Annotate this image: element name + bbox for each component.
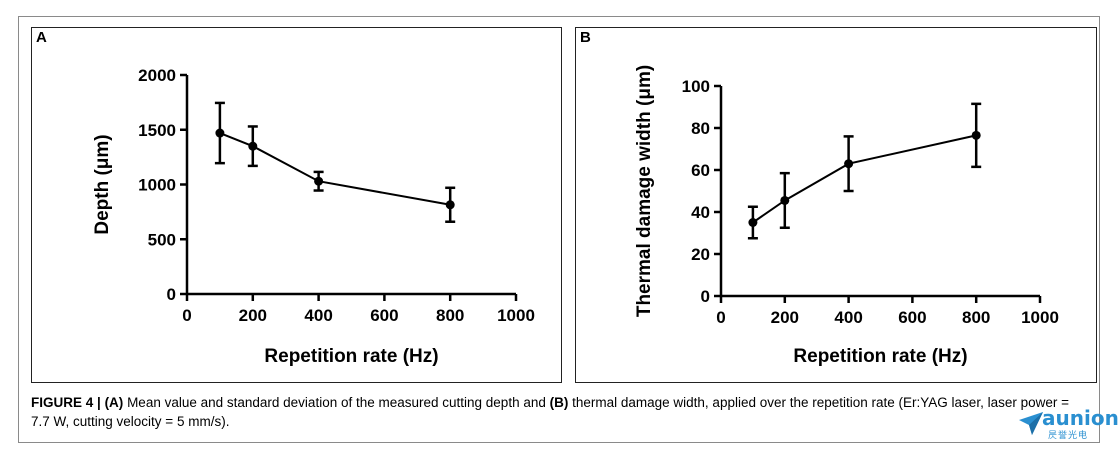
x-tick-label: 400	[304, 306, 332, 325]
y-tick-label: 1000	[138, 176, 176, 195]
data-point	[748, 218, 758, 227]
watermark-subtext: 昃誉光电	[1048, 430, 1089, 440]
x-tick-label: 800	[962, 308, 990, 327]
caption-label: FIGURE 4 |	[31, 395, 101, 410]
series-line	[219, 132, 451, 206]
data-point	[445, 200, 455, 210]
series-line	[752, 134, 977, 224]
x-tick-label: 0	[716, 308, 725, 327]
y-tick-label: 0	[167, 285, 176, 304]
watermark-logo: aunion 昃誉光电	[1018, 406, 1119, 440]
data-point	[971, 130, 981, 140]
data-point	[780, 195, 790, 205]
x-tick-label: 800	[436, 306, 464, 325]
data-point	[314, 176, 324, 186]
x-tick-label: 200	[771, 308, 799, 327]
caption-text-2: thermal damage width, applied over the r…	[31, 395, 1069, 429]
caption-b-ref: (B)	[549, 395, 569, 410]
data-point	[248, 141, 258, 151]
y-tick-label: 100	[682, 77, 710, 96]
y-tick-label: 60	[691, 161, 710, 180]
data-point	[215, 128, 225, 138]
x-tick-label: 0	[182, 306, 191, 325]
data-point	[844, 159, 854, 169]
caption-text-1: Mean value and standard deviation of the…	[123, 395, 550, 410]
figure-caption: FIGURE 4 | (A) Mean value and standard d…	[31, 393, 1091, 431]
panel-b: B 0 20 40 60 80 100 0 200 400 600 800 1000 Repetitio…	[575, 27, 1097, 383]
x-tick-label: 1000	[1021, 308, 1059, 327]
y-axis-title: Depth (μm)	[92, 134, 113, 234]
x-tick-label: 600	[898, 308, 926, 327]
y-tick-label: 40	[691, 203, 710, 222]
figure-frame: A 0 500 1000 1500 2000 0 200 400 600 800 1000 Repet…	[18, 16, 1100, 443]
x-tick-label: 600	[370, 306, 398, 325]
y-tick-label: 500	[148, 230, 176, 249]
chart-a: 0 500 1000 1500 2000 0 200 400 600 800 1000 Repetit…	[92, 66, 535, 367]
y-axis-title: Thermal damage width (μm)	[634, 65, 655, 317]
y-tick-label: 0	[701, 287, 710, 306]
y-tick-label: 20	[691, 245, 710, 264]
watermark-text: aunion	[1042, 406, 1119, 430]
y-tick-label: 1500	[138, 121, 176, 140]
paper-plane-icon	[1019, 412, 1043, 435]
panel-label-a: A	[36, 29, 47, 46]
panel-a: A 0 500 1000 1500 2000 0 200 400 600 800 1000 Repet…	[31, 27, 562, 383]
x-axis-title: Repetition rate (Hz)	[264, 346, 438, 367]
x-tick-label: 400	[834, 308, 862, 327]
caption-a-ref: (A)	[104, 395, 124, 410]
y-tick-label: 2000	[138, 66, 176, 85]
panel-label-b: B	[580, 29, 591, 46]
y-tick-label: 80	[691, 119, 710, 138]
x-axis-title: Repetition rate (Hz)	[793, 346, 967, 367]
x-tick-label: 200	[239, 306, 267, 325]
x-tick-label: 1000	[497, 306, 535, 325]
